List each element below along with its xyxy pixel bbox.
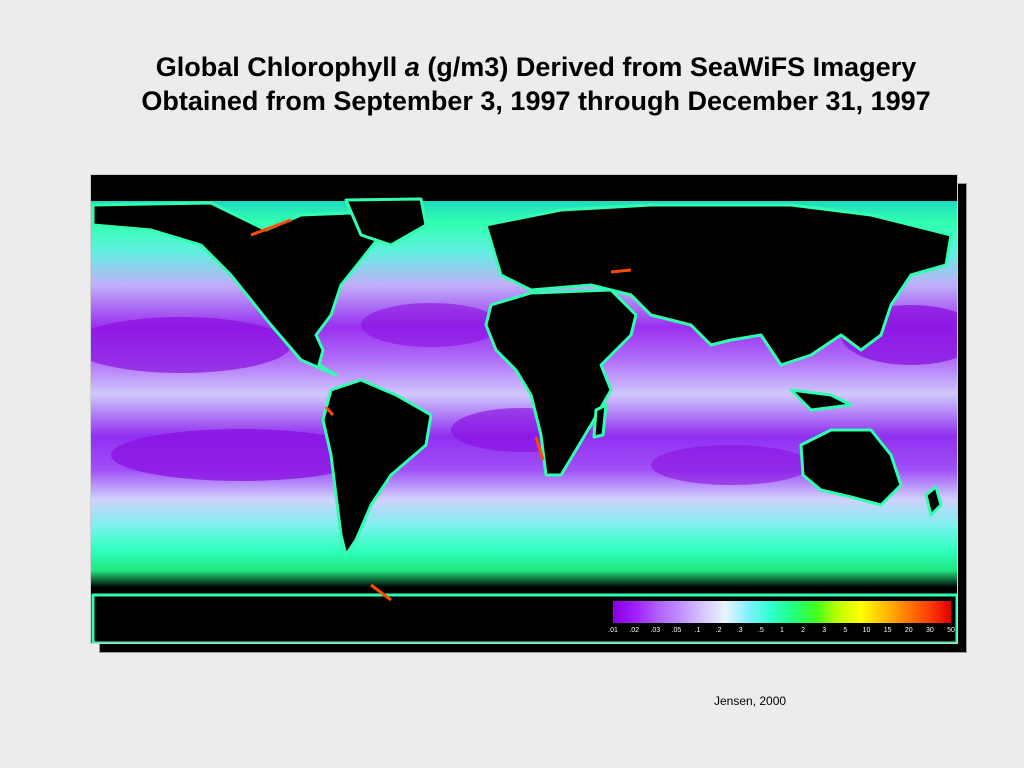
chlorophyll-map: .01.02.03.05.1.2.3.5 1 2 3 5 10 15 20 30 50 (90, 174, 958, 644)
slide-title: Global Chlorophyll a (g/m3) Derived from… (0, 50, 1024, 118)
map-path (250, 218, 292, 237)
map-path-4 (610, 268, 632, 274)
map-path-3 (324, 406, 335, 416)
title-text-b: (g/m3) Derived from SeaWiFS Imagery (419, 52, 917, 82)
north-pacific-gyre-west (91, 317, 291, 373)
coastal-high-chlorophyll (250, 218, 632, 602)
image-credit: Jensen, 2000 (714, 694, 787, 708)
title-line-2: Obtained from September 3, 1997 through … (141, 86, 931, 116)
greenland (344, 197, 428, 247)
north-atlantic-gyre (361, 303, 501, 347)
south-indian-gyre (651, 445, 811, 485)
africa (484, 288, 638, 477)
title-text-a: Global Chlorophyll (155, 52, 405, 82)
australia (799, 428, 903, 507)
title-line-1: Global Chlorophyll a (g/m3) Derived from… (0, 50, 1024, 84)
eurasia (484, 203, 953, 367)
madagascar (592, 403, 608, 439)
color-scale-bar (613, 601, 951, 623)
north-america (91, 201, 383, 377)
new-zealand (924, 485, 943, 517)
south-pacific-gyre (111, 429, 371, 481)
indonesia (789, 388, 853, 412)
title-italic-a: a (404, 52, 420, 82)
map-path-5 (534, 436, 545, 461)
south-america (321, 378, 433, 557)
world-map-svg (91, 175, 957, 643)
map-path-2 (370, 583, 392, 602)
